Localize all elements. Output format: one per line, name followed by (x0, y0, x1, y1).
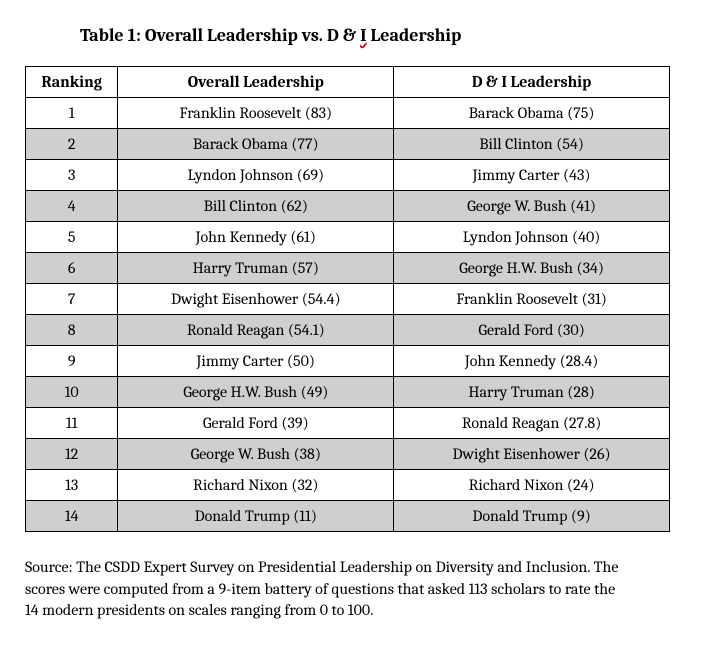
column-header-ranking: Ranking (26, 67, 118, 98)
cell-overall: Lyndon Johnson (69) (118, 160, 394, 191)
cell-overall: Barack Obama (77) (118, 129, 394, 160)
cell-di: Jimmy Carter (43) (394, 160, 670, 191)
table-row: 13Richard Nixon (32)Richard Nixon (24) (26, 470, 670, 501)
title-suffix: Leadership (367, 25, 462, 46)
cell-overall: Dwight Eisenhower (54.4) (118, 284, 394, 315)
cell-ranking: 5 (26, 222, 118, 253)
table-row: 9Jimmy Carter (50)John Kennedy (28.4) (26, 346, 670, 377)
column-header-di: D & I Leadership (394, 67, 670, 98)
cell-di: George W. Bush (41) (394, 191, 670, 222)
cell-di: Dwight Eisenhower (26) (394, 439, 670, 470)
cell-ranking: 6 (26, 253, 118, 284)
cell-ranking: 8 (26, 315, 118, 346)
cell-ranking: 12 (26, 439, 118, 470)
cell-overall: George H.W. Bush (49) (118, 377, 394, 408)
table-row: 3Lyndon Johnson (69)Jimmy Carter (43) (26, 160, 670, 191)
table-row: 8Ronald Reagan (54.1)Gerald Ford (30) (26, 315, 670, 346)
cell-di: Harry Truman (28) (394, 377, 670, 408)
cell-ranking: 14 (26, 501, 118, 532)
table-title: Table 1: Overall Leadership vs. D & I Le… (80, 25, 680, 46)
table-row: 10George H.W. Bush (49)Harry Truman (28) (26, 377, 670, 408)
cell-di: George H.W. Bush (34) (394, 253, 670, 284)
cell-overall: Harry Truman (57) (118, 253, 394, 284)
cell-ranking: 10 (26, 377, 118, 408)
cell-ranking: 7 (26, 284, 118, 315)
cell-di: Gerald Ford (30) (394, 315, 670, 346)
table-row: 11Gerald Ford (39)Ronald Reagan (27.8) (26, 408, 670, 439)
cell-di: Bill Clinton (54) (394, 129, 670, 160)
source-note: Source: The CSDD Expert Survey on Presid… (25, 557, 625, 622)
table-row: 2Barack Obama (77)Bill Clinton (54) (26, 129, 670, 160)
cell-overall: Bill Clinton (62) (118, 191, 394, 222)
cell-ranking: 11 (26, 408, 118, 439)
cell-overall: Gerald Ford (39) (118, 408, 394, 439)
cell-overall: Ronald Reagan (54.1) (118, 315, 394, 346)
table-row: 7Dwight Eisenhower (54.4)Franklin Roosev… (26, 284, 670, 315)
table-row: 6Harry Truman (57)George H.W. Bush (34) (26, 253, 670, 284)
cell-di: Richard Nixon (24) (394, 470, 670, 501)
cell-ranking: 2 (26, 129, 118, 160)
cell-overall: Jimmy Carter (50) (118, 346, 394, 377)
cell-di: Lyndon Johnson (40) (394, 222, 670, 253)
table-row: 12George W. Bush (38)Dwight Eisenhower (… (26, 439, 670, 470)
cell-overall: Franklin Roosevelt (83) (118, 98, 394, 129)
cell-ranking: 1 (26, 98, 118, 129)
cell-ranking: 9 (26, 346, 118, 377)
column-header-overall: Overall Leadership (118, 67, 394, 98)
cell-overall: Donald Trump (11) (118, 501, 394, 532)
cell-overall: Richard Nixon (32) (118, 470, 394, 501)
cell-di: Donald Trump (9) (394, 501, 670, 532)
cell-di: Ronald Reagan (27.8) (394, 408, 670, 439)
cell-overall: John Kennedy (61) (118, 222, 394, 253)
leadership-table: Ranking Overall Leadership D & I Leaders… (25, 66, 670, 532)
cell-ranking: 4 (26, 191, 118, 222)
table-header-row: Ranking Overall Leadership D & I Leaders… (26, 67, 670, 98)
table-row: 5John Kennedy (61)Lyndon Johnson (40) (26, 222, 670, 253)
cell-ranking: 3 (26, 160, 118, 191)
cell-di: Barack Obama (75) (394, 98, 670, 129)
cell-ranking: 13 (26, 470, 118, 501)
table-row: 14Donald Trump (11)Donald Trump (9) (26, 501, 670, 532)
cell-di: John Kennedy (28.4) (394, 346, 670, 377)
table-row: 4Bill Clinton (62)George W. Bush (41) (26, 191, 670, 222)
table-row: 1Franklin Roosevelt (83)Barack Obama (75… (26, 98, 670, 129)
cell-di: Franklin Roosevelt (31) (394, 284, 670, 315)
title-prefix: Table 1: Overall Leadership vs. D & (80, 25, 360, 46)
cell-overall: George W. Bush (38) (118, 439, 394, 470)
